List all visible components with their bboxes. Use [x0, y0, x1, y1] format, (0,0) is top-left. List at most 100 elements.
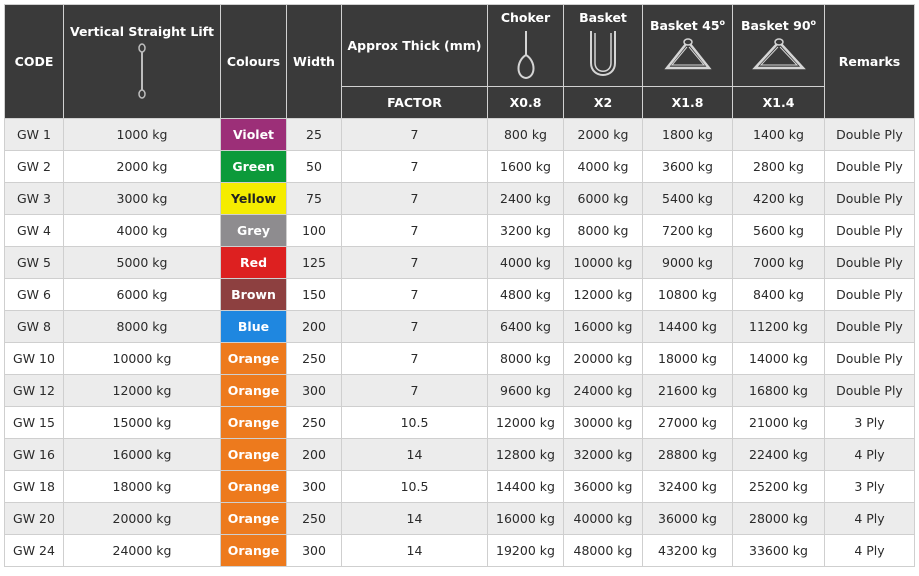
cell-colour: Orange: [220, 406, 287, 439]
cell-remarks: Double Ply: [824, 150, 915, 183]
cell-remarks: Double Ply: [824, 342, 915, 375]
cell-colour: Orange: [220, 438, 287, 471]
cell-basket-90: 1400 kg: [732, 118, 825, 151]
cell-basket-45: 32400 kg: [642, 470, 733, 503]
cell-basket: 24000 kg: [563, 374, 643, 407]
cell-width: 300: [286, 534, 342, 567]
cell-width: 125: [286, 246, 342, 279]
table-row: GW 3 3000 kg Yellow 75 7 2400 kg 6000 kg 5400 k…: [4, 182, 915, 215]
cell-choker: 12000 kg: [487, 406, 564, 439]
cell-remarks: Double Ply: [824, 182, 915, 215]
table-row: GW 20 20000 kg Orange 250 14 16000 kg 40000 kg…: [4, 502, 915, 535]
cell-colour: Green: [220, 150, 287, 183]
cell-colour: Orange: [220, 502, 287, 535]
cell-thick: 14: [341, 438, 488, 471]
cell-choker: 14400 kg: [487, 470, 564, 503]
cell-basket: 8000 kg: [563, 214, 643, 247]
cell-basket-45: 1800 kg: [642, 118, 733, 151]
cell-remarks: 3 Ply: [824, 470, 915, 503]
cell-basket-90: 7000 kg: [732, 246, 825, 279]
cell-remarks: 4 Ply: [824, 534, 915, 567]
table-row: GW 1 1000 kg Violet 25 7 800 kg 2000 kg 1800 kg…: [4, 118, 915, 151]
cell-thick: 14: [341, 534, 488, 567]
cell-vertical-lift: 8000 kg: [63, 310, 221, 343]
cell-thick: 10.5: [341, 470, 488, 503]
cell-basket-45: 14400 kg: [642, 310, 733, 343]
cell-basket-45: 18000 kg: [642, 342, 733, 375]
cell-thick: 7: [341, 342, 488, 375]
cell-width: 100: [286, 214, 342, 247]
header-basket-90: Basket 90o: [732, 4, 825, 87]
cell-basket-45: 36000 kg: [642, 502, 733, 535]
cell-basket: 2000 kg: [563, 118, 643, 151]
cell-choker: 4800 kg: [487, 278, 564, 311]
table-row: GW 12 12000 kg Orange 300 7 9600 kg 24000 kg 21…: [4, 374, 915, 407]
cell-remarks: Double Ply: [824, 118, 915, 151]
table-row: GW 4 4000 kg Grey 100 7 3200 kg 8000 kg 7200 kg…: [4, 214, 915, 247]
cell-width: 250: [286, 502, 342, 535]
cell-basket-45: 10800 kg: [642, 278, 733, 311]
cell-code: GW 20: [4, 502, 64, 535]
cell-width: 200: [286, 438, 342, 471]
cell-code: GW 5: [4, 246, 64, 279]
table-row: GW 18 18000 kg Orange 300 10.5 14400 kg 36000 …: [4, 470, 915, 503]
cell-basket: 6000 kg: [563, 182, 643, 215]
choker-sling-icon: [517, 31, 534, 80]
table-row: GW 10 10000 kg Orange 250 7 8000 kg 20000 kg 18…: [4, 342, 915, 375]
cell-remarks: 3 Ply: [824, 406, 915, 439]
cell-thick: 7: [341, 246, 488, 279]
cell-width: 75: [286, 182, 342, 215]
cell-width: 25: [286, 118, 342, 151]
cell-basket-90: 14000 kg: [732, 342, 825, 375]
table-row: GW 6 6000 kg Brown 150 7 4800 kg 12000 kg 10800…: [4, 278, 915, 311]
cell-basket-45: 9000 kg: [642, 246, 733, 279]
cell-vertical-lift: 6000 kg: [63, 278, 221, 311]
table-row: GW 16 16000 kg Orange 200 14 12800 kg 32000 kg…: [4, 438, 915, 471]
cell-basket-90: 11200 kg: [732, 310, 825, 343]
cell-colour: Blue: [220, 310, 287, 343]
cell-choker: 2400 kg: [487, 182, 564, 215]
cell-basket: 12000 kg: [563, 278, 643, 311]
sling-capacity-table: CODE Vertical Straight Lift Colours Widt…: [4, 4, 915, 567]
cell-basket-90: 28000 kg: [732, 502, 825, 535]
cell-choker: 4000 kg: [487, 246, 564, 279]
cell-code: GW 3: [4, 182, 64, 215]
cell-basket-45: 5400 kg: [642, 182, 733, 215]
cell-vertical-lift: 2000 kg: [63, 150, 221, 183]
basket-90-sling-icon: [751, 38, 806, 70]
cell-basket-90: 16800 kg: [732, 374, 825, 407]
header-factor: FACTOR: [341, 86, 488, 119]
cell-vertical-lift: 12000 kg: [63, 374, 221, 407]
cell-thick: 7: [341, 150, 488, 183]
cell-thick: 7: [341, 278, 488, 311]
header-colours: Colours: [220, 4, 287, 119]
cell-choker: 12800 kg: [487, 438, 564, 471]
cell-vertical-lift: 5000 kg: [63, 246, 221, 279]
header-vertical-lift: Vertical Straight Lift: [63, 4, 221, 119]
table-header: CODE Vertical Straight Lift Colours Widt…: [4, 4, 915, 119]
cell-remarks: Double Ply: [824, 310, 915, 343]
cell-basket-45: 21600 kg: [642, 374, 733, 407]
cell-choker: 6400 kg: [487, 310, 564, 343]
cell-width: 250: [286, 342, 342, 375]
cell-remarks: Double Ply: [824, 214, 915, 247]
cell-basket-90: 5600 kg: [732, 214, 825, 247]
cell-remarks: Double Ply: [824, 246, 915, 279]
cell-colour: Orange: [220, 342, 287, 375]
cell-code: GW 18: [4, 470, 64, 503]
header-basket-factor: X2: [563, 86, 643, 119]
cell-basket: 32000 kg: [563, 438, 643, 471]
cell-basket-90: 33600 kg: [732, 534, 825, 567]
cell-width: 150: [286, 278, 342, 311]
header-basket-45: Basket 45o: [642, 4, 733, 87]
sling-capacity-table-container: CODE Vertical Straight Lift Colours Widt…: [4, 4, 915, 567]
table-row: GW 24 24000 kg Orange 300 14 19200 kg 48000 kg…: [4, 534, 915, 567]
cell-vertical-lift: 3000 kg: [63, 182, 221, 215]
cell-remarks: Double Ply: [824, 278, 915, 311]
cell-basket-45: 28800 kg: [642, 438, 733, 471]
table-body: GW 1 1000 kg Violet 25 7 800 kg 2000 kg 1800 kg…: [4, 118, 915, 567]
cell-vertical-lift: 20000 kg: [63, 502, 221, 535]
cell-choker: 9600 kg: [487, 374, 564, 407]
cell-vertical-lift: 18000 kg: [63, 470, 221, 503]
cell-basket-90: 25200 kg: [732, 470, 825, 503]
